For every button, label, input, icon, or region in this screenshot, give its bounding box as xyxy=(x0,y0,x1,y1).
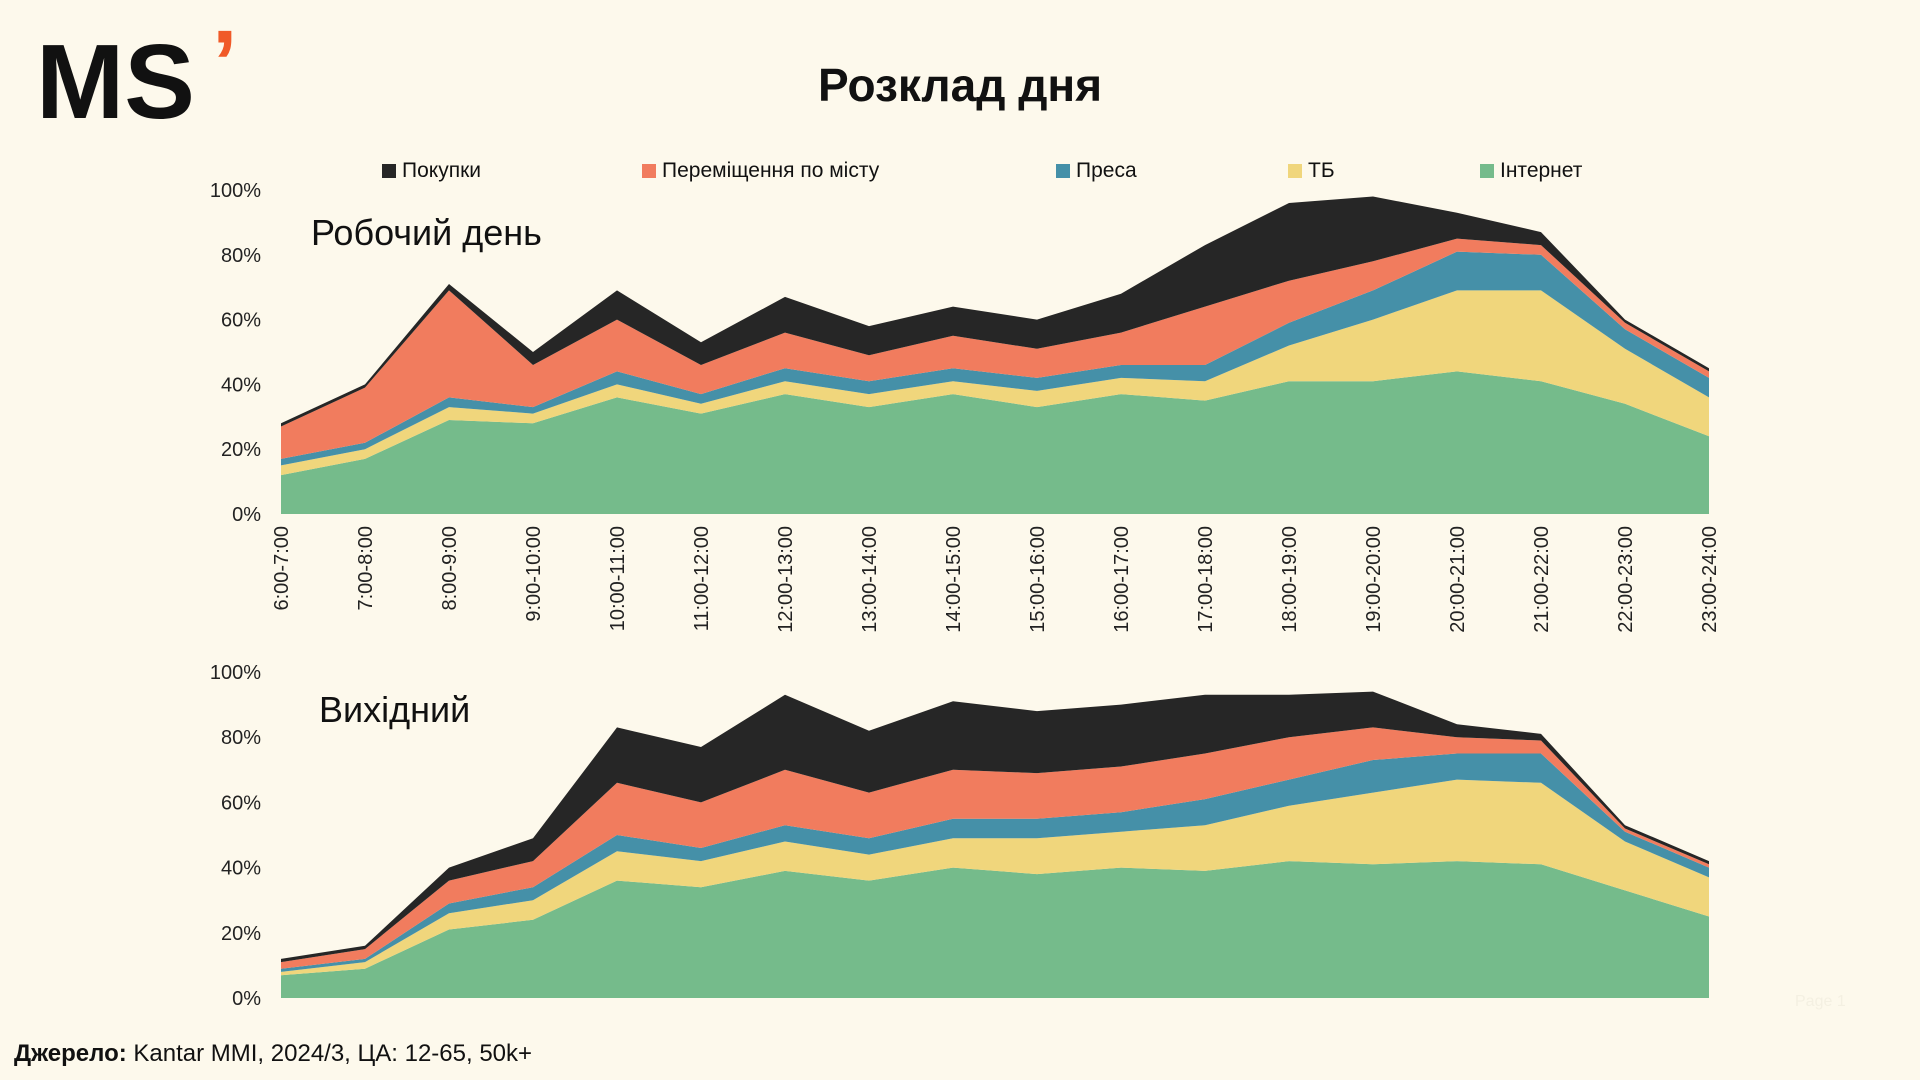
legend-item-press: Преса xyxy=(1056,159,1137,183)
x-tick-label: 23:00-24:00 xyxy=(1699,526,1721,633)
weekend-area-chart: 0% 20% 40% 60% 80% 100% Вихідний xyxy=(210,662,1709,1010)
source-note: Джерело: Kantar MMI, 2024/3, ЦА: 12-65, … xyxy=(14,1040,532,1068)
x-tick-label: 8:00-9:00 xyxy=(439,526,461,611)
legend-swatch xyxy=(1288,164,1302,178)
x-tick-label: 15:00-16:00 xyxy=(1027,526,1049,633)
y-tick-label: 60% xyxy=(221,792,261,814)
area-series-0 xyxy=(281,861,1709,998)
logo-text: MS xyxy=(36,23,195,132)
area-series-2 xyxy=(281,251,1709,466)
y-tick-label: 80% xyxy=(221,245,261,267)
x-tick-label: 10:00-11:00 xyxy=(607,526,629,631)
area-series-4 xyxy=(281,691,1709,963)
x-tick-label: 12:00-13:00 xyxy=(775,526,797,633)
page-number: Page 1 xyxy=(1795,993,1846,1010)
brand-logo: MS ’ xyxy=(36,12,266,141)
legend-label: Переміщення по місту xyxy=(662,159,880,182)
ms-logo-icon: MS ’ xyxy=(36,12,238,141)
y-tick-label: 0% xyxy=(232,504,261,526)
x-tick-label: 17:00-18:00 xyxy=(1195,526,1217,633)
chart-title: Вихідний xyxy=(319,689,470,730)
chart-legend: Покупки Переміщення по місту Преса ТБ Ін… xyxy=(360,159,1760,189)
legend-item-commute: Переміщення по місту xyxy=(642,159,879,183)
legend-swatch xyxy=(382,164,396,178)
y-tick-label: 100% xyxy=(210,662,261,684)
x-tick-label: 22:00-23:00 xyxy=(1615,526,1637,633)
x-tick-label: 7:00-8:00 xyxy=(355,526,377,611)
legend-item-internet: Інтернет xyxy=(1480,159,1582,183)
legend-item-shopping: Покупки xyxy=(382,159,481,183)
legend-label: Інтернет xyxy=(1500,159,1583,182)
source-label: Джерело: xyxy=(14,1040,127,1067)
area-series-3 xyxy=(281,238,1709,459)
area-series-4 xyxy=(281,196,1709,427)
legend-label: Преса xyxy=(1076,159,1137,182)
source-text: Kantar MMI, 2024/3, ЦА: 12-65, 50k+ xyxy=(126,1040,533,1067)
y-tick-label: 80% xyxy=(221,727,261,749)
y-tick-label: 20% xyxy=(221,923,261,945)
area-series-3 xyxy=(281,727,1709,969)
x-tick-label: 9:00-10:00 xyxy=(523,526,545,622)
x-tick-label: 16:00-17:00 xyxy=(1111,526,1133,633)
x-tick-label: 14:00-15:00 xyxy=(943,526,965,633)
x-tick-label: 6:00-7:00 xyxy=(271,526,293,611)
area-series-0 xyxy=(281,371,1709,514)
y-tick-label: 60% xyxy=(221,310,261,332)
logo-accent: ’ xyxy=(212,22,238,114)
y-tick-label: 100% xyxy=(210,180,261,202)
y-tick-label: 20% xyxy=(221,439,261,461)
chart-title: Робочий день xyxy=(311,212,542,253)
x-tick-label: 11:00-12:00 xyxy=(691,526,713,631)
legend-swatch xyxy=(642,164,656,178)
x-tick-label: 13:00-14:00 xyxy=(859,526,881,633)
y-tick-label: 40% xyxy=(221,374,261,396)
x-tick-label: 21:00-22:00 xyxy=(1531,526,1553,633)
legend-swatch xyxy=(1056,164,1070,178)
page-title: Розклад дня xyxy=(817,59,1103,111)
y-tick-label: 0% xyxy=(232,988,261,1010)
area-series-1 xyxy=(281,779,1709,976)
x-tick-label: 20:00-21:00 xyxy=(1447,526,1469,633)
x-tick-label: 18:00-19:00 xyxy=(1279,526,1301,633)
legend-swatch xyxy=(1480,164,1494,178)
weekday-area-chart: 0% 20% 40% 60% 80% 100% 6:00-7:00 7:00-8:00 8:00… xyxy=(210,180,1721,633)
legend-label: Покупки xyxy=(402,159,481,182)
legend-label: ТБ xyxy=(1308,159,1335,182)
y-tick-label: 40% xyxy=(221,858,261,880)
x-tick-label: 19:00-20:00 xyxy=(1363,526,1385,633)
legend-item-tv: ТБ xyxy=(1288,159,1335,183)
area-series-1 xyxy=(281,290,1709,476)
